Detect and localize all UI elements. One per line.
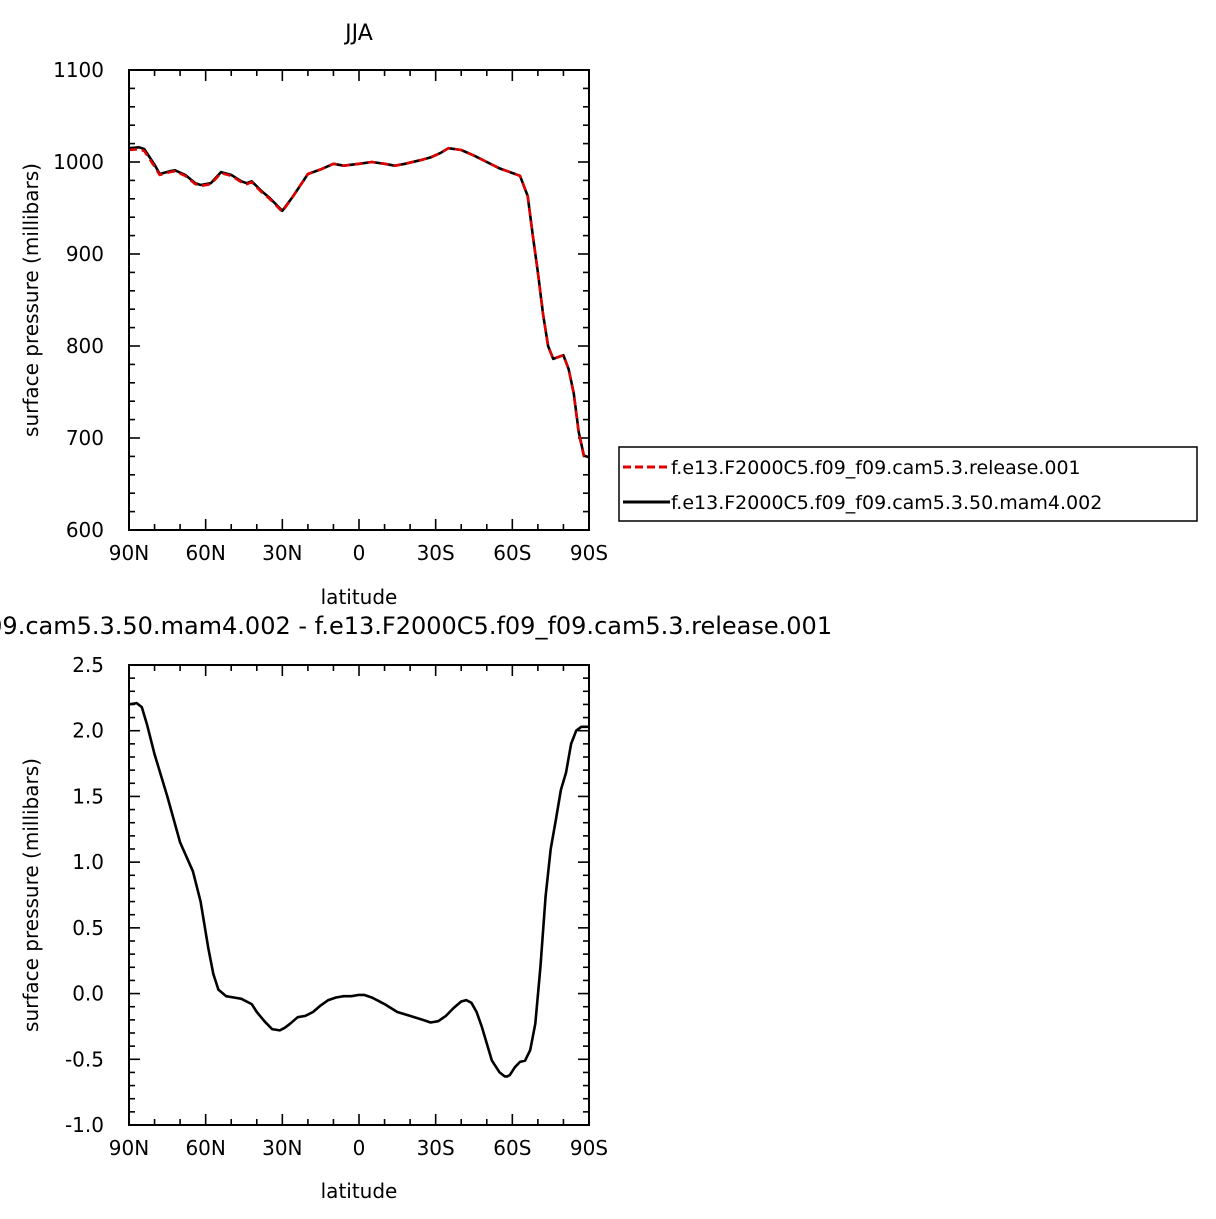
chart-1-x-tick-labels: 90N 60N 30N 0 30S 60S 90S — [109, 541, 608, 565]
y-tick-label: 900 — [66, 242, 104, 266]
chart-2-x-axis-label: latitude — [321, 1179, 398, 1203]
series-line-0 — [128, 701, 589, 1078]
y-tick-label: 2.0 — [72, 719, 104, 743]
chart-1-frame — [128, 69, 590, 531]
chart-1-title: JJA — [343, 21, 373, 46]
chart-1-y-axis-label: surface pressure (millibars) — [19, 163, 43, 437]
x-tick-label: 60S — [493, 1136, 531, 1160]
y-tick-label: 1000 — [53, 150, 104, 174]
y-tick-label: 1.5 — [72, 784, 104, 808]
y-tick-label: 600 — [66, 518, 104, 542]
chart-1-legend: f.e13.F2000C5.f09_f09.cam5.3.release.001… — [618, 446, 1198, 522]
chart-2-y-tick-labels: -1.0 -0.5 0.0 0.5 1.0 1.5 2.0 2.5 — [65, 653, 104, 1137]
x-tick-label: 30S — [417, 541, 455, 565]
y-tick-label: -1.0 — [65, 1113, 104, 1137]
chart-1-x-axis-label: latitude — [321, 585, 398, 609]
x-tick-label: 90S — [570, 541, 608, 565]
y-tick-label: 0.5 — [72, 916, 104, 940]
y-tick-label: 800 — [66, 334, 104, 358]
series-line-1 — [128, 146, 590, 459]
x-tick-label: 0 — [353, 541, 366, 565]
chart-2-frame — [128, 664, 590, 1126]
chart-2-plot-area — [128, 701, 589, 1078]
chart-1-y-tick-labels: 600 700 800 900 1000 1100 — [53, 58, 104, 542]
x-tick-label: 90N — [109, 541, 149, 565]
chart-1-ticks — [128, 69, 590, 531]
x-tick-label: 30S — [417, 1136, 455, 1160]
chart-2-x-tick-labels: 90N 60N 30N 0 30S 60S 90S — [109, 1136, 608, 1160]
x-tick-label: 60S — [493, 541, 531, 565]
legend-box — [618, 446, 1198, 522]
x-tick-label: 0 — [353, 1136, 366, 1160]
y-tick-label: 1100 — [53, 58, 104, 82]
legend-label-mam4: f.e13.F2000C5.f09_f09.cam5.3.50.mam4.002 — [671, 492, 1102, 514]
y-tick-label: 2.5 — [72, 653, 104, 677]
chart-2-y-axis-label: surface pressure (millibars) — [19, 758, 43, 1032]
y-tick-label: 1.0 — [72, 850, 104, 874]
y-tick-label: -0.5 — [65, 1047, 104, 1071]
legend-label-release: f.e13.F2000C5.f09_f09.cam5.3.release.001 — [671, 457, 1081, 479]
x-tick-label: 30N — [262, 1136, 302, 1160]
x-tick-label: 30N — [262, 541, 302, 565]
series-line-0 — [128, 146, 590, 461]
x-tick-label: 60N — [185, 541, 225, 565]
chart-1-plot-area — [128, 146, 590, 461]
y-tick-label: 700 — [66, 426, 104, 450]
x-tick-label: 60N — [185, 1136, 225, 1160]
x-tick-label: 90N — [109, 1136, 149, 1160]
y-tick-label: 0.0 — [72, 982, 104, 1006]
chart-2-title: f.e13.F2000C5.f09_f09.cam5.3.50.mam4.002… — [0, 612, 832, 640]
x-tick-label: 90S — [570, 1136, 608, 1160]
